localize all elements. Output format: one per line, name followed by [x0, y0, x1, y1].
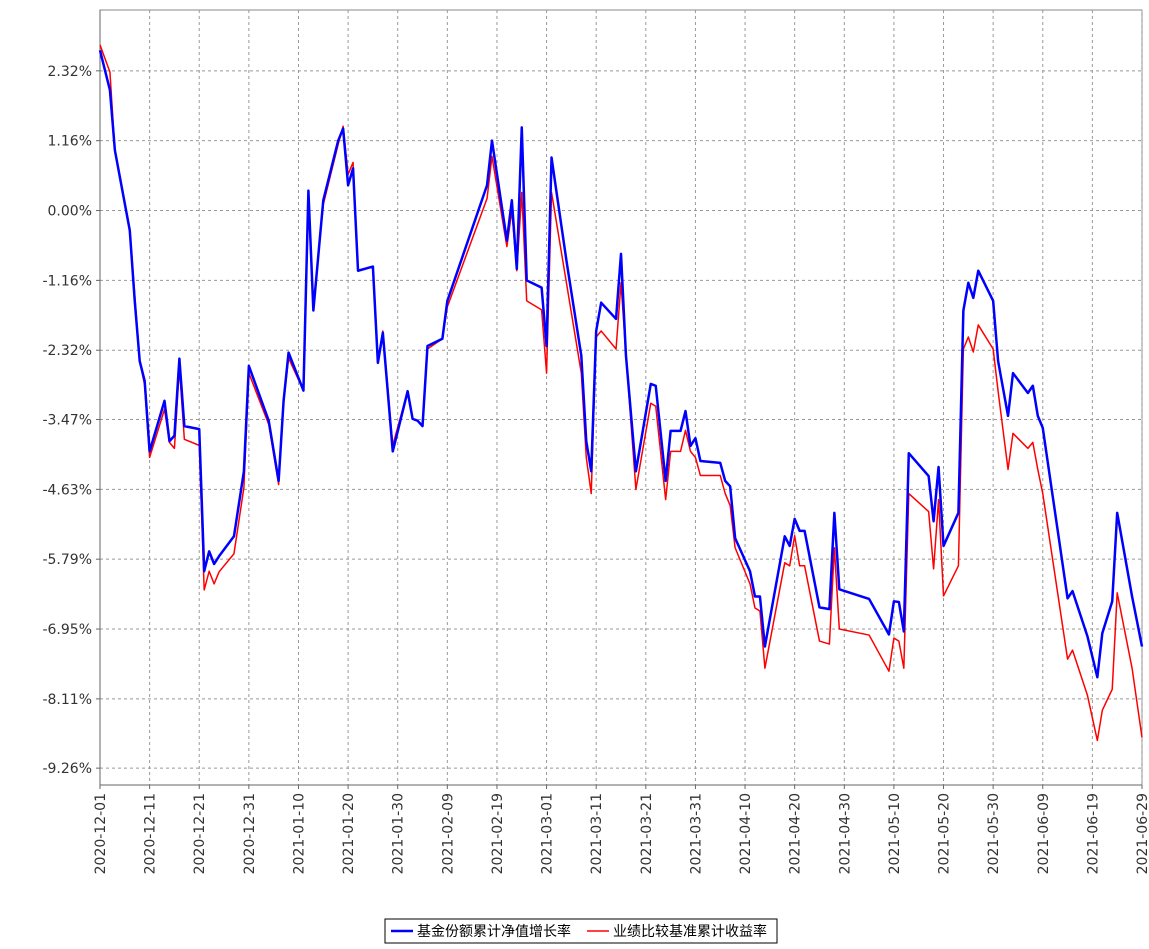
x-tick-label: 2021-06-19	[1085, 793, 1101, 874]
y-tick-label: -5.79%	[42, 552, 92, 568]
x-tick-label: 2021-04-30	[837, 793, 853, 874]
y-tick-label: -6.95%	[42, 622, 92, 638]
y-tick-label: 2.32%	[48, 64, 92, 80]
x-tick-label: 2021-04-10	[738, 793, 754, 874]
x-tick-label: 2020-12-11	[143, 793, 159, 874]
legend-item: 基金份额累计净值增长率	[391, 923, 571, 940]
x-tick-label: 2021-05-20	[937, 793, 953, 874]
x-tick-label: 2021-01-10	[291, 793, 307, 874]
legend-item: 业绩比较基准累计收益率	[587, 923, 767, 940]
x-tick-label: 2021-06-09	[1036, 793, 1052, 874]
legend-box	[384, 918, 778, 944]
x-tick-label: 2021-01-20	[341, 793, 357, 874]
x-tick-label: 2020-12-21	[192, 793, 208, 874]
x-tick-label: 2021-03-21	[639, 793, 655, 874]
series-line	[98, 50, 1144, 679]
y-tick-label: -1.16%	[42, 273, 92, 289]
x-tick-label: 2020-12-01	[93, 793, 109, 874]
x-tick-label: 2021-04-20	[788, 793, 804, 874]
x-tick-label: 2021-02-09	[440, 793, 456, 874]
x-tick-label: 2020-12-31	[242, 793, 258, 874]
x-tick-label: 2021-01-30	[391, 793, 407, 874]
legend-label: 业绩比较基准累计收益率	[613, 923, 767, 940]
x-tick-label: 2021-02-19	[490, 793, 506, 874]
legend-label: 基金份额累计净值增长率	[417, 923, 571, 940]
y-tick-label: -2.32%	[42, 343, 92, 359]
legend: 基金份额累计净值增长率 业绩比较基准累计收益率	[384, 918, 778, 944]
y-tick-label: 0.00%	[48, 204, 92, 220]
plot-area	[99, 9, 1143, 786]
x-tick-label: 2021-05-30	[986, 793, 1002, 874]
y-tick-label: -4.63%	[42, 482, 92, 498]
x-tick-label: 2021-06-29	[1135, 793, 1149, 874]
y-tick-label: -9.26%	[42, 761, 92, 777]
y-tick-label: 1.16%	[48, 134, 92, 150]
x-tick-label: 2021-03-01	[540, 793, 556, 874]
y-tick-label: -8.11%	[42, 692, 92, 708]
x-tick-label: 2021-03-11	[589, 793, 605, 874]
x-tick-label: 2021-05-10	[887, 793, 903, 874]
x-tick-label: 2021-03-31	[688, 793, 704, 874]
y-tick-label: -3.47%	[42, 412, 92, 428]
